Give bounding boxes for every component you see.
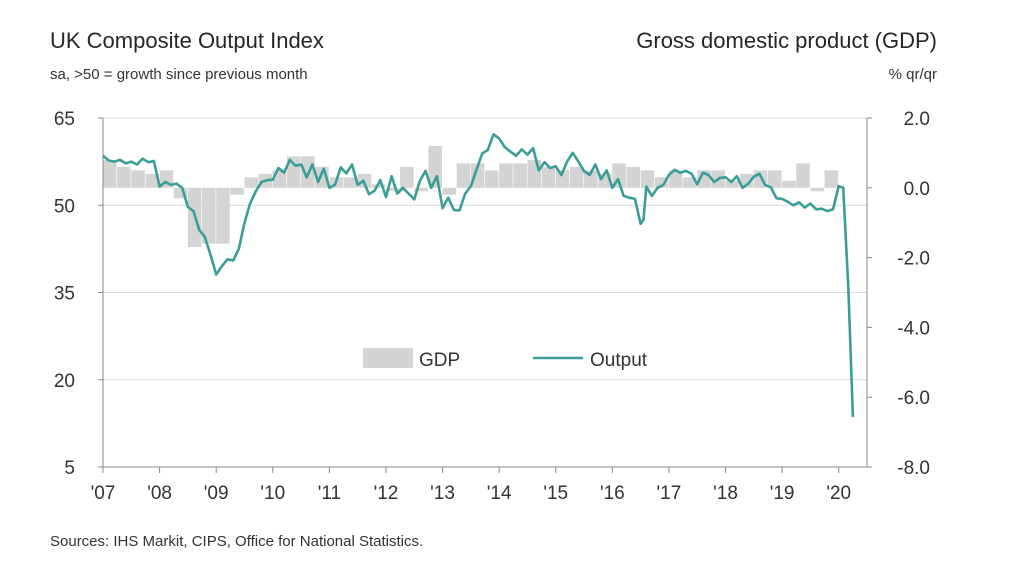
right-tick-label: -8.0: [897, 458, 930, 479]
gdp-bar: [654, 177, 669, 188]
x-tick-label: '10: [260, 483, 285, 504]
x-tick-label: '20: [826, 483, 851, 504]
x-tick-label: '18: [713, 483, 738, 504]
legend-gdp-label: GDP: [419, 350, 460, 371]
gdp-bar: [555, 170, 570, 188]
gdp-bar: [470, 163, 485, 188]
gdp-bar: [513, 163, 527, 188]
grid-lines: [103, 117, 867, 381]
gdp-bars: [103, 145, 839, 248]
right-axis-subtitle: % qr/qr: [888, 66, 937, 83]
gdp-bar: [824, 170, 839, 188]
right-axis-title: Gross domestic product (GDP): [636, 28, 937, 53]
gdp-bar: [117, 166, 131, 188]
gdp-bar: [173, 187, 188, 199]
gdp-bar: [202, 187, 216, 244]
gdp-bar: [527, 159, 541, 188]
left-tick-label: 20: [54, 371, 75, 392]
gdp-bar: [782, 180, 796, 188]
gdp-bar: [499, 163, 513, 188]
x-tick-label: '15: [543, 483, 568, 504]
axes: 65 50 35 20 5 2.0 0.0 -2.0 -4.0 -6.0 -8.0 '07 '08 '09…: [54, 109, 930, 504]
gdp-bar: [569, 166, 584, 188]
gdp-bar: [343, 177, 358, 188]
legend: GDP Output: [363, 348, 648, 371]
gdp-bar: [541, 166, 556, 188]
gdp-bar: [485, 170, 499, 188]
left-tick-label: 50: [54, 196, 75, 217]
left-axis-subtitle: sa, >50 = growth since previous month: [50, 66, 308, 83]
gdp-bar: [739, 173, 754, 188]
gdp-bar: [230, 187, 244, 195]
gdp-bar: [640, 170, 655, 188]
gdp-bar: [145, 173, 159, 188]
x-tick-label: '08: [147, 483, 172, 504]
source-note: Sources: IHS Markit, CIPS, Office for Na…: [50, 533, 424, 550]
gdp-bar: [668, 170, 683, 188]
left-axis-title: UK Composite Output Index: [50, 28, 324, 53]
x-tick-label: '12: [374, 483, 399, 504]
x-tick-label: '09: [204, 483, 229, 504]
gdp-bar: [103, 159, 117, 188]
left-tick-label: 65: [54, 109, 75, 130]
gdp-bar: [400, 166, 414, 188]
gdp-bar: [810, 187, 824, 192]
gdp-bar: [385, 187, 400, 192]
x-tick-label: '16: [600, 483, 625, 504]
x-tick-label: '11: [318, 483, 341, 504]
right-tick-label: -4.0: [897, 318, 930, 339]
gdp-bar: [244, 177, 259, 188]
right-tick-label: -2.0: [897, 249, 930, 270]
gdp-bar: [767, 170, 782, 188]
left-tick-label: 35: [54, 284, 75, 305]
gdp-bar: [442, 187, 457, 195]
gdp-bar: [131, 170, 145, 188]
x-tick-label: '19: [770, 483, 795, 504]
x-tick-label: '07: [91, 483, 116, 504]
gdp-bar: [428, 145, 442, 188]
gdp-bar: [414, 187, 428, 192]
gdp-bar: [725, 180, 740, 188]
legend-gdp-swatch: [363, 348, 413, 368]
gdp-bar: [216, 187, 230, 244]
x-tick-label: '13: [430, 483, 455, 504]
legend-output-label: Output: [590, 350, 648, 371]
gdp-bar: [683, 177, 697, 188]
left-tick-label: 5: [64, 458, 75, 479]
right-tick-label: 0.0: [904, 179, 930, 200]
right-tick-label: -6.0: [897, 388, 930, 409]
output-line: [102, 133, 855, 418]
gdp-bar: [796, 163, 810, 188]
x-tick-label: '17: [657, 483, 682, 504]
x-tick-label: '14: [487, 483, 512, 504]
output-line-layer: [102, 133, 855, 418]
right-tick-label: 2.0: [904, 109, 930, 130]
gdp-bar: [626, 166, 641, 188]
gdp-bar: [456, 163, 471, 188]
